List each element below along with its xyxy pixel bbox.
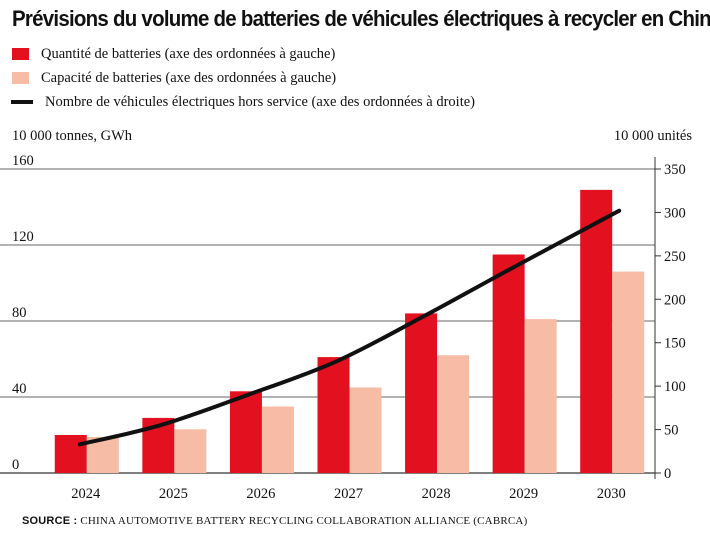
y-right-tick-label: 150 — [664, 336, 686, 352]
y-left-tick-label: 160 — [12, 153, 34, 169]
x-tick-label-2029: 2029 — [509, 486, 538, 502]
y-right-tick-label: 350 — [664, 162, 686, 178]
bar-quantity-2028 — [405, 313, 438, 473]
y-right-tick-label: 100 — [664, 379, 686, 395]
legend-item-quantity: Quantité de batteries (axe des ordonnées… — [12, 42, 475, 66]
y-axis-right-label: 10 000 unités — [613, 128, 692, 144]
bar-capacity-2027 — [349, 387, 382, 473]
y-axis-left-label: 10 000 tonnes, GWh — [12, 128, 133, 144]
x-tick-label-2028: 2028 — [422, 486, 451, 502]
y-left-tick-label: 40 — [12, 381, 27, 397]
legend-label-capacity: Capacité de batteries (axe des ordonnées… — [41, 69, 337, 86]
bar-capacity-2025 — [174, 429, 207, 473]
source-text: CHINA AUTOMOTIVE BATTERY RECYCLING COLLA… — [80, 515, 528, 527]
y-right-tick-label: 250 — [664, 249, 686, 265]
x-tick-label-2030: 2030 — [597, 486, 626, 502]
y-right-tick-label: 300 — [664, 205, 686, 221]
legend-swatch-quantity — [12, 48, 29, 60]
legend-swatch-vehicles — [11, 100, 33, 104]
source-note: SOURCE : CHINA AUTOMOTIVE BATTERY RECYCL… — [22, 515, 527, 527]
bar-quantity-2024 — [54, 435, 87, 473]
y-right-tick-label: 50 — [664, 423, 679, 439]
chart-title: Prévisions du volume de batteries de véh… — [12, 6, 710, 31]
legend-label-vehicles: Nombre de véhicules électriques hors ser… — [45, 93, 475, 110]
x-tick-label-2024: 2024 — [71, 486, 101, 502]
y-left-tick-label: 80 — [12, 305, 27, 321]
y-left-tick-label: 0 — [12, 457, 19, 473]
y-left-tick-label: 120 — [12, 229, 34, 245]
bar-quantity-2026 — [229, 391, 262, 473]
bar-capacity-2026 — [261, 406, 294, 473]
y-right-tick-label: 0 — [664, 466, 671, 482]
bar-quantity-2029 — [492, 254, 525, 473]
bar-capacity-2028 — [437, 355, 470, 473]
legend-label-quantity: Quantité de batteries (axe des ordonnées… — [41, 45, 336, 62]
bar-quantity-2027 — [317, 357, 350, 473]
x-tick-label-2026: 2026 — [246, 486, 275, 502]
legend-item-capacity: Capacité de batteries (axe des ordonnées… — [12, 66, 475, 90]
x-tick-label-2025: 2025 — [159, 486, 188, 502]
y-right-tick-label: 200 — [664, 292, 686, 308]
chart-plot: 0 40 80 120 160 0 50 100 150 200 250 300 350 2024 2025… — [0, 153, 686, 502]
legend-swatch-capacity — [12, 72, 29, 84]
source-label: SOURCE : — [22, 515, 78, 527]
legend-item-vehicles: Nombre de véhicules électriques hors ser… — [11, 90, 475, 114]
bar-capacity-2029 — [524, 319, 557, 473]
bar-capacity-2030 — [612, 271, 645, 473]
legend: Quantité de batteries (axe des ordonnées… — [11, 42, 475, 114]
bar-quantity-2030 — [580, 189, 613, 473]
x-tick-label-2027: 2027 — [334, 486, 363, 502]
